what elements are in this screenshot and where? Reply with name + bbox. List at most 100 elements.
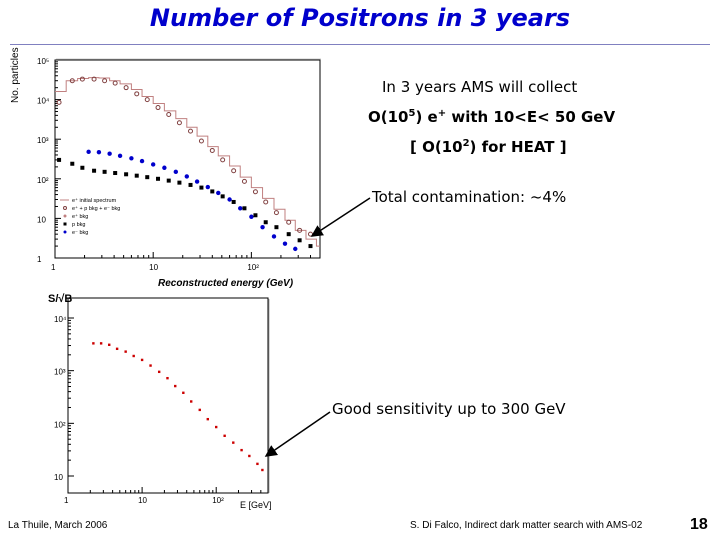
yield-suffix: with 10<E< 50 GeV: [446, 108, 616, 126]
sensitivity-chart: 10 10² 10³ 10⁴ 1 10 10²: [54, 297, 270, 505]
spectrum-square-point: [166, 178, 171, 183]
spectrum-y-tick-label: 10⁴: [37, 97, 50, 106]
sensitivity-point: [182, 391, 185, 394]
spectrum-blue-point: [238, 206, 243, 211]
spectrum-blue-point: [117, 153, 123, 159]
slide-title: Number of Positrons in 3 years: [149, 4, 571, 32]
sensitivity-point: [157, 370, 161, 374]
spectrum-y-tick-label: 10³: [37, 136, 49, 145]
heat-suffix: ) for HEAT ]: [469, 138, 567, 156]
spectrum-blue-point: [271, 234, 277, 239]
spectrum-y-tick-label: 10: [37, 215, 46, 224]
spectrum-open-point: [188, 128, 194, 134]
spectrum-open-point: [241, 178, 247, 184]
spectrum-square-point: [156, 176, 161, 181]
spectrum-square-point: [297, 238, 302, 243]
spectrum-open-point: [220, 157, 226, 163]
sensitivity-point: [240, 448, 243, 452]
sensitivity-point: [223, 434, 226, 437]
spectrum-blue-point: [227, 197, 232, 202]
sensitivity-x-tick-label: 10: [138, 496, 147, 505]
spectrum-square-point: [286, 232, 291, 237]
title-divider: [10, 44, 710, 45]
sensitivity-point: [124, 350, 127, 353]
spectrum-chart: 1 10 10² 10³ 10⁴ 10⁵ 1 10 10² e⁺ initial spectrum…: [37, 57, 321, 272]
sensitivity-x-tick-label: 10²: [212, 496, 224, 505]
spectrum-open-point: [123, 85, 129, 91]
sensitivity-point: [99, 342, 103, 345]
spectrum-blue-point: [129, 156, 134, 161]
spectrum-x-tick-label: 10: [149, 263, 158, 272]
sensitivity-point: [198, 408, 201, 412]
sensitivity-y-tick-label: 10²: [54, 420, 66, 429]
legend-marker: [63, 230, 67, 234]
spectrum-open-point: [263, 199, 269, 205]
spectrum-square-point: [92, 168, 97, 173]
spectrum-blue-point: [249, 214, 254, 219]
spectrum-open-point: [102, 78, 108, 84]
footer-author: S. Di Falco, Indirect dark matter search…: [410, 520, 643, 531]
spectrum-square-point: [242, 206, 247, 211]
spectrum-open-point: [91, 76, 97, 82]
sensitivity-x-tick-label: 1: [64, 496, 69, 505]
spectrum-square-point: [102, 169, 107, 174]
spectrum-square-point: [57, 157, 62, 162]
yield-charge: +: [437, 108, 447, 119]
spectrum-legend-entry: p bkg: [72, 222, 85, 228]
spectrum-square-point: [210, 189, 215, 194]
sensitivity-point: [132, 354, 135, 358]
yield-note: O(105) e+ with 10<E< 50 GeV: [368, 108, 615, 126]
sensitivity-point: [140, 358, 144, 362]
sensitivity-note: Good sensitivity up to 300 GeV: [332, 400, 566, 418]
sensitivity-point: [232, 441, 235, 444]
contamination-arrow: [310, 197, 371, 237]
spectrum-open-point: [56, 99, 62, 105]
spectrum-open-point: [273, 210, 279, 216]
sensitivity-point: [215, 425, 218, 429]
spectrum-open-point: [198, 138, 204, 144]
spectrum-open-point: [79, 76, 85, 82]
spectrum-x-label: Reconstructed energy (GeV): [158, 278, 294, 289]
spectrum-y-tick-label: 1: [37, 255, 42, 264]
spectrum-square-point: [188, 182, 193, 187]
spectrum-open-point: [166, 112, 172, 118]
spectrum-square-point: [134, 173, 139, 178]
spectrum-blue-point: [162, 165, 167, 170]
spectrum-open-point: [252, 189, 258, 195]
spectrum-blue-point: [96, 149, 102, 155]
legend-marker: [63, 222, 67, 226]
spectrum-blue-point: [173, 169, 179, 175]
spectrum-y-label: No. particles: [10, 47, 21, 103]
spectrum-square-point: [274, 225, 279, 230]
sensitivity-point: [248, 454, 251, 458]
spectrum-open-point: [176, 120, 182, 126]
sensitivity-point: [166, 376, 169, 380]
spectrum-square-point: [199, 185, 204, 190]
sensitivity-y-tick-label: 10⁴: [54, 315, 67, 324]
sensitivity-point: [149, 364, 152, 367]
spectrum-open-point: [155, 105, 161, 111]
spectrum-x-tick-label: 1: [51, 263, 56, 272]
spectrum-open-point: [134, 91, 140, 97]
sensitivity-y-label: S/√B: [48, 293, 72, 305]
spectrum-x-tick-label: 10²: [247, 263, 259, 272]
sensitivity-point: [92, 342, 95, 345]
sensitivity-y-tick-label: 10³: [54, 368, 66, 377]
spectrum-y-tick-label: 10²: [37, 176, 49, 185]
sensitivity-point: [115, 347, 119, 351]
spectrum-square-point: [308, 244, 313, 249]
spectrum-square-point: [253, 213, 258, 218]
spectrum-square-point: [220, 194, 225, 199]
spectrum-square-point: [231, 199, 236, 204]
spectrum-blue-point: [282, 241, 288, 246]
sensitivity-y-tick-label: 10: [54, 473, 63, 482]
spectrum-square-point: [263, 220, 268, 225]
spectrum-blue-point: [139, 158, 145, 164]
sensitivity-point: [256, 462, 259, 466]
sensitivity-x-label: E [GeV]: [240, 500, 272, 510]
legend-marker: [63, 214, 67, 218]
spectrum-open-point: [297, 227, 303, 233]
spectrum-step-line: [55, 77, 320, 247]
spectrum-open-point: [112, 80, 118, 86]
